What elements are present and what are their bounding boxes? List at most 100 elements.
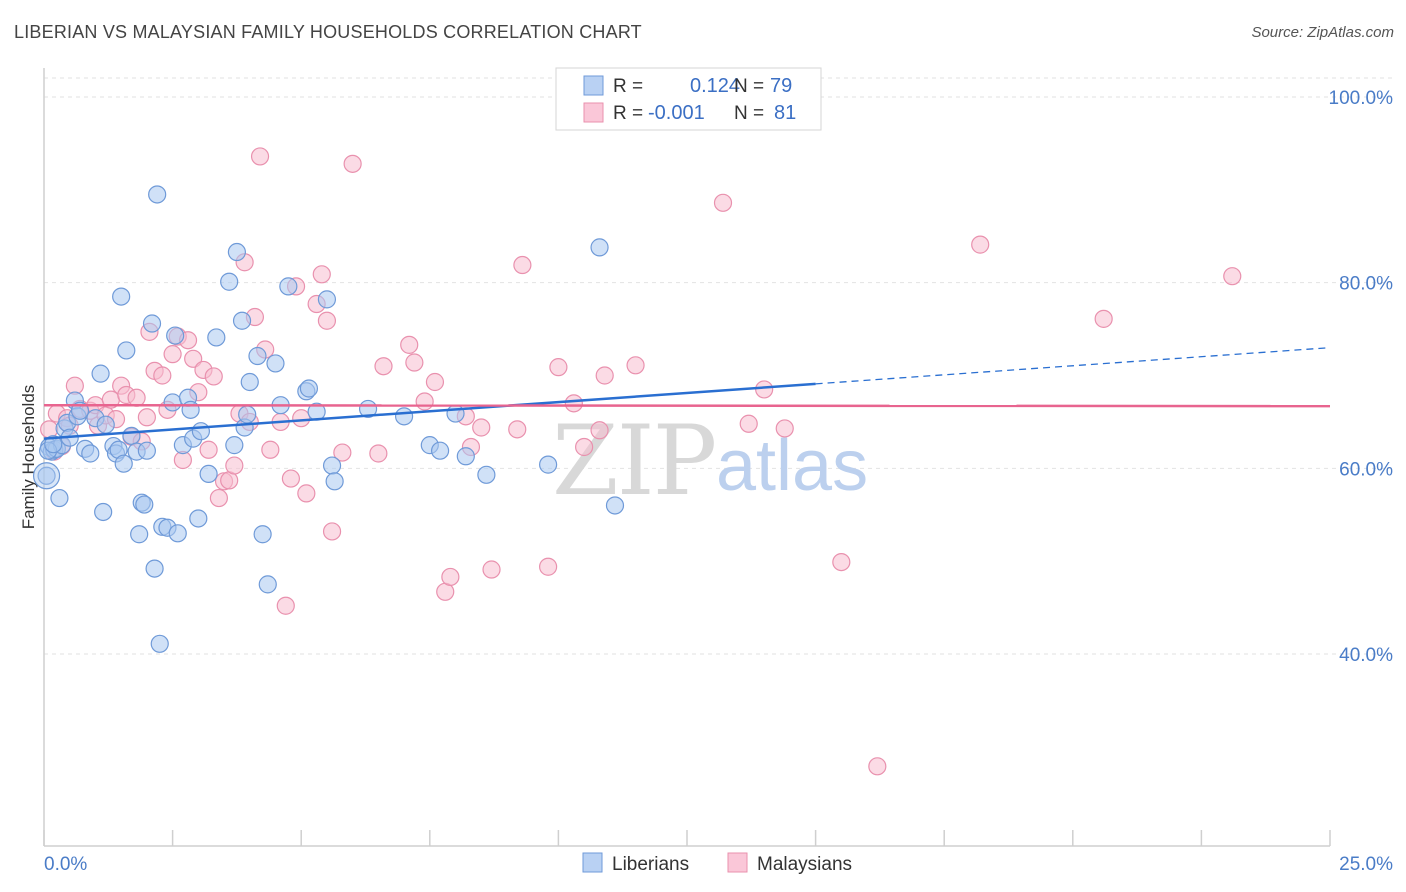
- y-tick-label: 80.0%: [1339, 274, 1393, 295]
- point-liberians: [248, 346, 267, 366]
- point-liberians: [163, 393, 182, 412]
- point-liberians: [232, 311, 252, 330]
- point-liberians: [394, 407, 414, 426]
- point-liberians: [322, 456, 342, 475]
- point-liberians: [430, 441, 450, 460]
- legend-swatch-liberians: [583, 75, 604, 96]
- point-malaysians: [441, 567, 460, 587]
- point-malaysians: [137, 408, 156, 427]
- point-liberians: [477, 465, 496, 484]
- watermark-atlas: atlas: [716, 426, 868, 506]
- point-malaysians: [508, 420, 527, 439]
- point-liberians: [44, 435, 63, 454]
- point-malaysians: [739, 414, 758, 433]
- point-liberians: [605, 496, 625, 515]
- point-liberians: [317, 290, 337, 309]
- bottom-legend-label-liberians: Liberians: [612, 854, 689, 875]
- stats-legend: R = 0.124 N = 79 R = -0.001 N = 81: [555, 67, 822, 131]
- watermark-zip: ZIP: [552, 405, 715, 517]
- point-liberians: [266, 354, 285, 373]
- point-malaysians: [317, 311, 337, 330]
- y-tick-label: 100.0%: [1329, 88, 1394, 109]
- point-liberians: [539, 455, 558, 474]
- legend-n-value-malaysians: 81: [774, 102, 796, 124]
- point-liberians: [117, 341, 136, 360]
- point-liberians: [456, 447, 475, 466]
- trend-line-liberians: [43, 382, 816, 440]
- point-malaysians: [153, 366, 172, 385]
- point-malaysians: [755, 380, 774, 399]
- point-malaysians: [250, 147, 270, 166]
- point-malaysians: [626, 356, 645, 375]
- point-liberians: [220, 272, 239, 291]
- point-malaysians: [225, 456, 244, 475]
- point-malaysians: [209, 488, 228, 508]
- point-liberians: [240, 372, 259, 392]
- point-liberians: [207, 328, 226, 347]
- point-malaysians: [199, 440, 218, 459]
- point-malaysians: [713, 193, 733, 212]
- point-malaysians: [297, 484, 316, 503]
- point-malaysians: [405, 353, 424, 372]
- point-malaysians: [513, 255, 532, 275]
- point-liberians: [94, 502, 113, 522]
- legend-n-label-malaysians: N =: [734, 103, 764, 124]
- bottom-legend-label-malaysians: Malaysians: [757, 854, 852, 875]
- source-label: Source: ZipAtlas.com: [1251, 24, 1394, 41]
- point-liberians: [114, 454, 133, 473]
- point-malaysians: [415, 392, 434, 411]
- point-liberians: [181, 400, 200, 419]
- bottom-legend-swatch-liberians: [582, 852, 603, 873]
- trend-lines: [43, 347, 1331, 440]
- point-malaysians: [1094, 309, 1113, 328]
- point-liberians: [70, 401, 90, 420]
- point-malaysians: [369, 444, 388, 463]
- point-malaysians: [312, 265, 331, 284]
- point-malaysians: [374, 357, 393, 376]
- point-liberians: [112, 287, 131, 306]
- x-tick-label-max: 25.0%: [1339, 854, 1393, 875]
- point-malaysians: [472, 418, 491, 437]
- point-malaysians: [868, 757, 887, 776]
- point-liberians: [227, 242, 246, 262]
- point-malaysians: [1223, 267, 1242, 286]
- point-malaysians: [127, 388, 146, 407]
- point-malaysians: [322, 522, 342, 541]
- chart-title: LIBERIAN VS MALAYSIAN FAMILY HOUSEHOLDS …: [14, 22, 642, 42]
- point-liberians-large: [32, 462, 61, 490]
- point-liberians: [122, 426, 141, 445]
- point-malaysians: [276, 596, 295, 615]
- point-malaysians: [184, 349, 203, 368]
- point-malaysians: [333, 443, 352, 462]
- point-liberians: [590, 238, 609, 257]
- point-malaysians: [292, 409, 311, 428]
- point-malaysians: [564, 394, 583, 413]
- point-liberians: [150, 634, 169, 653]
- y-tick-label: 60.0%: [1339, 459, 1393, 480]
- point-liberians: [299, 379, 319, 398]
- point-malaysians: [539, 557, 558, 576]
- x-ticks: [43, 830, 1331, 846]
- point-malaysians: [575, 437, 594, 457]
- point-liberians: [325, 472, 344, 491]
- point-liberians: [199, 464, 218, 484]
- legend-r-value-malaysians: -0.001: [648, 102, 705, 124]
- point-liberians: [253, 525, 272, 544]
- point-liberians: [142, 314, 162, 333]
- point-liberians: [81, 444, 100, 463]
- point-liberians: [238, 405, 257, 424]
- point-liberians: [91, 364, 110, 383]
- point-liberians: [258, 575, 277, 594]
- point-liberians: [279, 277, 298, 296]
- point-malaysians: [343, 154, 362, 173]
- point-liberians: [166, 326, 185, 345]
- point-liberians: [37, 466, 56, 485]
- point-malaysians: [832, 552, 851, 572]
- gridlines: [44, 77, 1393, 655]
- point-malaysians: [971, 235, 990, 254]
- legend-n-label-liberians: N =: [734, 76, 764, 97]
- point-malaysians: [204, 367, 223, 386]
- point-liberians: [168, 524, 187, 543]
- point-liberians: [96, 415, 115, 434]
